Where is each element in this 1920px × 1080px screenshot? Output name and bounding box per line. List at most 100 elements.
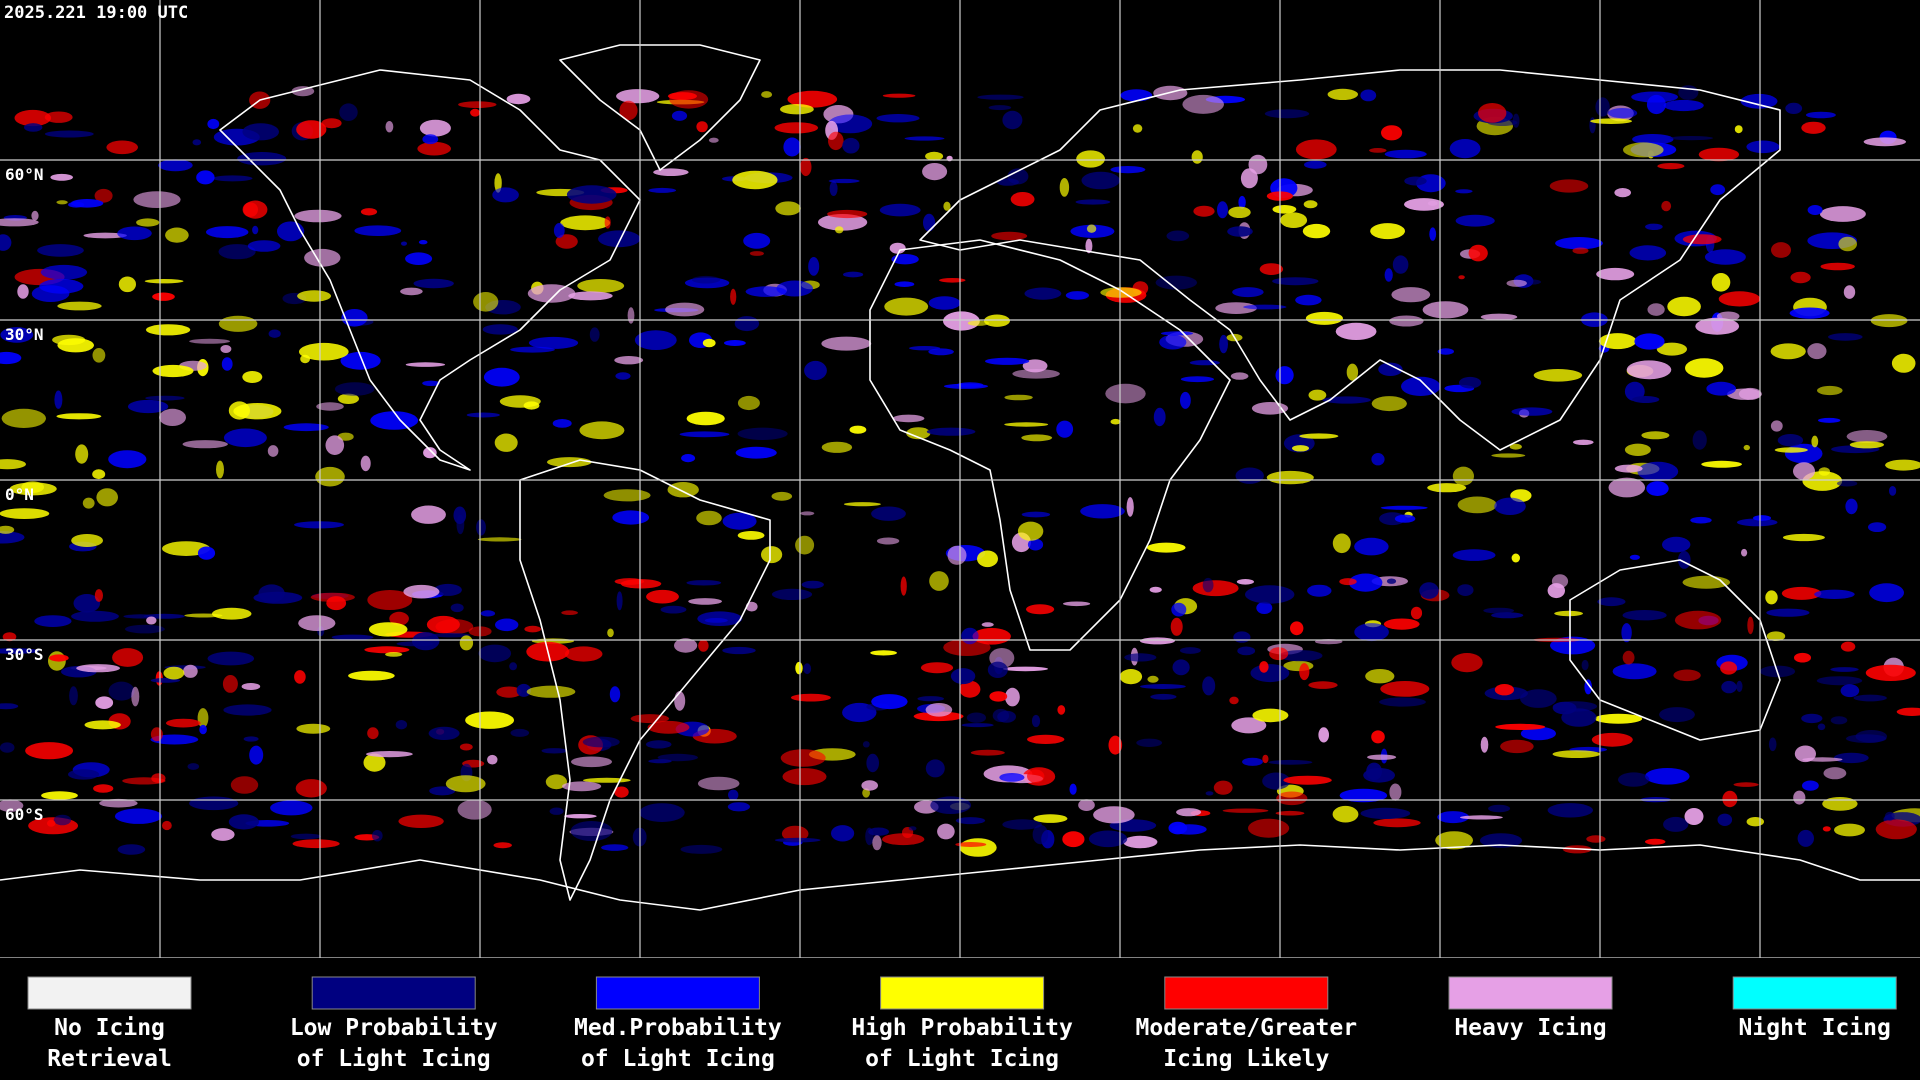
icing-patch: [620, 579, 662, 589]
icing-patch: [0, 351, 22, 365]
icing-patch: [1520, 689, 1557, 708]
icing-patch: [459, 635, 474, 651]
icing-patch: [242, 371, 263, 383]
icing-patch: [1136, 738, 1163, 747]
icing-patch: [1240, 168, 1258, 189]
icing-patch: [1033, 814, 1068, 823]
icing-patch: [1007, 168, 1029, 185]
icing-patch: [1057, 705, 1066, 715]
icing-patch: [296, 723, 331, 734]
icing-patch: [1840, 641, 1856, 652]
icing-patch: [977, 550, 998, 568]
icing-patch: [906, 427, 931, 440]
icing-patch: [1711, 273, 1731, 292]
icing-patch: [1256, 601, 1273, 615]
icing-patch: [1552, 701, 1577, 715]
icing-patch: [1704, 249, 1746, 265]
legend-label: Moderate/Greater: [1136, 1015, 1358, 1041]
icing-patch: [1056, 420, 1074, 438]
icing-patch: [1252, 708, 1289, 723]
icing-patch: [1004, 394, 1033, 401]
icing-patch: [223, 704, 272, 716]
icing-patch: [253, 591, 303, 604]
icing-patch: [882, 833, 925, 846]
icing-patch: [114, 808, 163, 824]
icing-patch: [158, 159, 193, 172]
icing-patch: [564, 646, 603, 662]
icing-patch: [1332, 805, 1359, 823]
icing-patch: [1123, 835, 1158, 849]
icing-patch: [1227, 226, 1253, 237]
icing-patch: [1802, 780, 1819, 791]
icing-patch: [1237, 646, 1256, 656]
icing-patch: [1682, 234, 1722, 245]
icing-patch: [290, 833, 322, 840]
icing-patch: [0, 648, 39, 654]
icing-patch: [1547, 803, 1594, 818]
icing-patch: [94, 188, 113, 203]
icing-patch: [1645, 838, 1666, 845]
icing-patch: [400, 287, 423, 296]
icing-patch: [1031, 714, 1041, 728]
icing-patch: [1299, 663, 1310, 681]
icing-patch: [1182, 94, 1224, 114]
icing-patch: [1367, 754, 1397, 760]
icing-patch: [1404, 176, 1427, 186]
icing-patch: [207, 651, 255, 666]
icing-patch: [1455, 189, 1473, 194]
icing-patch: [1717, 813, 1733, 826]
icing-patch: [1381, 125, 1403, 141]
icing-patch: [1770, 420, 1783, 432]
icing-patch: [1404, 198, 1444, 211]
icing-patch: [645, 740, 672, 749]
icing-patch: [1259, 263, 1284, 275]
icing-patch: [1389, 315, 1424, 327]
icing-patch: [943, 311, 980, 331]
icing-patch: [117, 226, 152, 241]
icing-patch: [1747, 616, 1754, 635]
icing-patch: [99, 798, 138, 808]
icing-patch: [612, 510, 650, 525]
icing-patch: [321, 118, 342, 129]
icing-patch: [1889, 486, 1897, 496]
icing-patch: [1645, 768, 1690, 785]
icing-patch: [1243, 304, 1287, 310]
icing-patch: [923, 213, 936, 232]
icing-patch: [1614, 188, 1631, 198]
icing-patch: [1663, 816, 1689, 832]
icing-patch: [1840, 684, 1860, 698]
icing-patch: [1629, 554, 1640, 560]
icing-patch: [564, 814, 597, 819]
icing-patch: [403, 584, 440, 599]
icing-patch: [445, 775, 486, 793]
icing-patch: [1573, 439, 1594, 445]
icing-patch: [955, 842, 987, 847]
icing-patch: [1124, 653, 1157, 662]
icing-patch: [1024, 287, 1062, 300]
icing-patch: [159, 408, 186, 426]
icing-patch: [1720, 661, 1738, 675]
icing-patch: [82, 497, 95, 509]
icing-patch: [761, 546, 783, 564]
icing-patch: [1371, 453, 1385, 466]
icing-patch: [928, 348, 954, 356]
icing-patch: [547, 457, 592, 468]
icing-patch: [1641, 431, 1670, 440]
icing-patch: [405, 362, 446, 367]
icing-patch: [776, 280, 813, 297]
icing-patch: [1838, 236, 1857, 252]
icing-patch: [334, 382, 375, 396]
icing-patch: [1308, 389, 1327, 401]
icing-patch: [728, 789, 739, 801]
icing-patch: [426, 615, 460, 634]
icing-patch: [1394, 514, 1416, 523]
icing-patch: [1509, 443, 1522, 450]
icing-patch: [889, 242, 906, 254]
icing-patch: [506, 93, 531, 105]
icing-patch: [483, 367, 520, 387]
icing-patch: [1160, 331, 1194, 336]
icing-patch: [40, 264, 88, 280]
icing-patch: [732, 170, 778, 190]
icing-patch: [83, 232, 127, 239]
